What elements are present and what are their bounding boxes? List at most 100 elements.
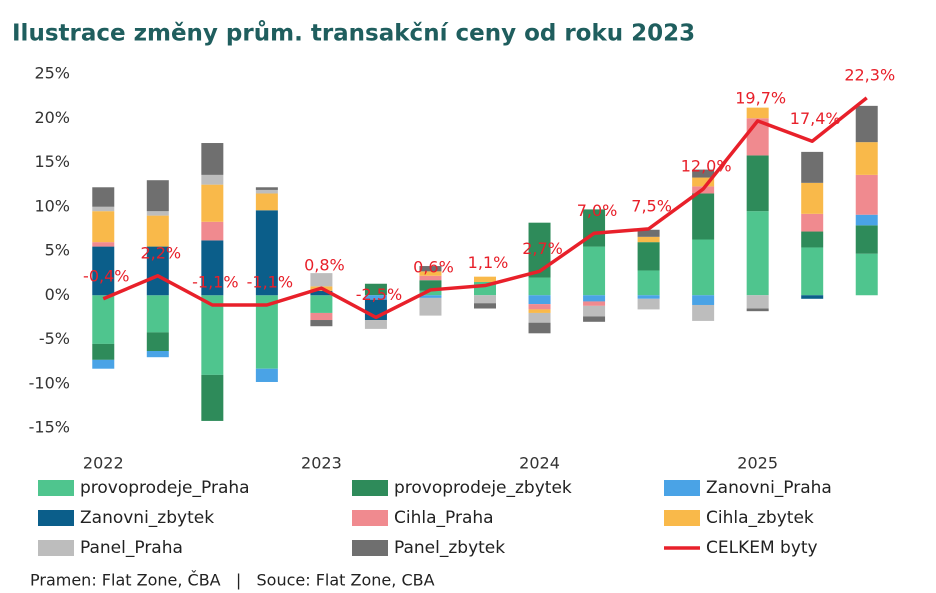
bar-segment xyxy=(310,312,333,321)
bar-segment xyxy=(92,206,115,212)
bar-segment xyxy=(419,266,442,272)
legend-swatch xyxy=(352,540,388,556)
y-tick-label: 25% xyxy=(34,64,70,83)
value-label: 12,0% xyxy=(681,157,732,176)
bar-segment xyxy=(801,295,824,299)
value-label: -1,1% xyxy=(192,272,238,291)
bar-segment xyxy=(855,225,878,254)
bar-segment xyxy=(637,229,660,237)
source: Pramen: Flat Zone, ČBA | Souce: Flat Zon… xyxy=(30,571,435,590)
bar-segment xyxy=(92,242,115,247)
bar-segment xyxy=(801,213,824,232)
bar-segment xyxy=(692,304,715,321)
bar-segment xyxy=(637,236,660,243)
legend-swatch xyxy=(38,540,74,556)
bar-segment xyxy=(474,303,496,309)
legend-swatch xyxy=(38,510,74,526)
y-tick-label: -5% xyxy=(39,329,70,348)
y-tick-label: 0% xyxy=(45,285,70,304)
bar-segment xyxy=(528,309,551,313)
bar-segment xyxy=(255,193,278,211)
bar-segment xyxy=(583,295,606,302)
bar-segment xyxy=(310,295,333,313)
chart-title: Ilustrace změny prům. transakční ceny od… xyxy=(12,20,695,47)
y-tick-label: -10% xyxy=(29,373,70,392)
bar-segment xyxy=(146,211,169,216)
bar-segment xyxy=(419,275,442,281)
bar-segment xyxy=(201,374,224,421)
bar-segment xyxy=(364,295,387,300)
legend-label: provoprodeje_Praha xyxy=(80,478,250,498)
total-line xyxy=(102,96,868,320)
bar-segment xyxy=(801,182,824,214)
value-label: 0,8% xyxy=(304,256,345,275)
bar-segment xyxy=(692,193,715,240)
bar-segment xyxy=(201,240,224,296)
bar-segment xyxy=(746,155,769,212)
bar-segment xyxy=(637,270,660,296)
bar-segment xyxy=(801,247,824,296)
bar-segment xyxy=(146,351,169,358)
legend-label: Panel_Praha xyxy=(80,538,183,558)
y-tick-label: 5% xyxy=(45,241,70,260)
bar-segment xyxy=(364,320,387,329)
bar-segment xyxy=(692,239,715,296)
legend-swatch xyxy=(664,510,700,526)
bar-segment xyxy=(92,343,115,360)
bar-segment xyxy=(474,295,496,304)
bar-segment xyxy=(528,312,551,323)
bar-segment xyxy=(637,295,660,299)
value-label: 7,5% xyxy=(631,196,672,215)
bar-segment xyxy=(201,221,224,241)
value-label: 7,0% xyxy=(577,201,618,220)
bar-segment xyxy=(146,295,169,333)
bar-segment xyxy=(746,211,769,296)
bar-segment xyxy=(419,295,442,298)
bar-segment xyxy=(146,246,169,296)
bar-segment xyxy=(419,290,442,296)
bar-segment xyxy=(201,295,224,375)
bar-segment xyxy=(637,242,660,271)
bar-segment xyxy=(255,189,278,194)
bar-segment xyxy=(92,187,115,207)
bar-segment xyxy=(855,174,878,215)
legend-label: provoprodeje_zbytek xyxy=(394,478,572,498)
x-tick-label: 2022 xyxy=(83,454,124,473)
bar-segment xyxy=(474,276,496,282)
bar-segment xyxy=(583,305,606,317)
bar-segment xyxy=(146,332,169,352)
bar-segment xyxy=(92,211,115,243)
bar-segment xyxy=(255,295,278,369)
y-tick-label: 15% xyxy=(34,152,70,171)
legend-label: Cihla_zbytek xyxy=(706,508,814,528)
bar-segment xyxy=(310,290,333,296)
bar-segment xyxy=(746,107,769,119)
bar-segment xyxy=(310,273,333,287)
bar-segment xyxy=(528,322,551,334)
y-tick-label: -15% xyxy=(29,418,70,437)
x-tick-label: 2024 xyxy=(519,454,560,473)
bar-segment xyxy=(801,151,824,183)
bar-segment xyxy=(201,143,224,175)
bar-segment xyxy=(364,283,387,296)
bar-segment xyxy=(255,187,278,190)
bar-segment xyxy=(528,277,551,296)
bar-segment xyxy=(583,316,606,322)
y-tick-label: 10% xyxy=(34,196,70,215)
y-tick-label: 20% xyxy=(34,108,70,127)
bar-segment xyxy=(255,210,278,296)
bar-segment xyxy=(201,174,224,185)
bar-segment xyxy=(855,214,878,226)
bar-segment xyxy=(801,231,824,248)
bar-segment xyxy=(528,304,551,310)
bar-segment xyxy=(419,271,442,276)
bar-segment xyxy=(92,295,115,344)
bar-segment xyxy=(528,295,551,305)
legend-label: Panel_zbytek xyxy=(394,538,505,558)
legend-swatch xyxy=(664,480,700,496)
bar-segment xyxy=(692,177,715,187)
bar-segment xyxy=(92,246,115,296)
bar-segment xyxy=(255,368,278,382)
bar-segment xyxy=(855,253,878,296)
